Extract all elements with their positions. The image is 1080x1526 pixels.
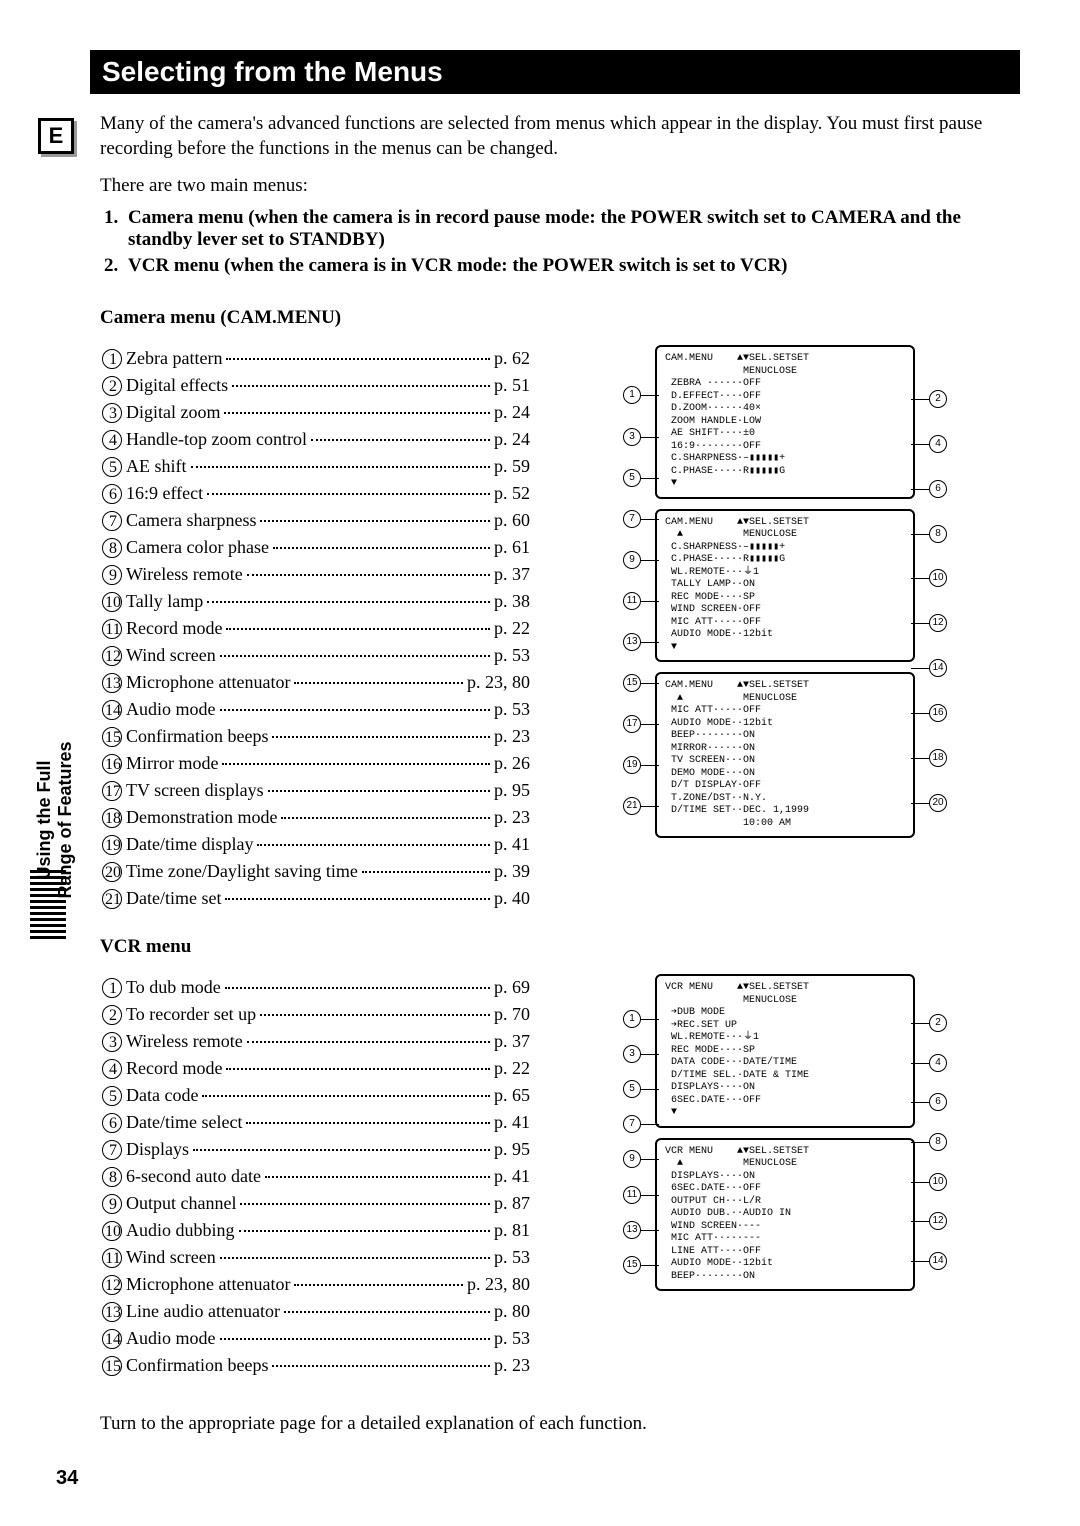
index-row: 20Time zone/Daylight saving timep. 39 bbox=[100, 858, 530, 885]
page-number: 34 bbox=[56, 1467, 78, 1490]
index-row: 1Zebra patternp. 62 bbox=[100, 345, 530, 372]
camera-diagrams: CAM.MENU ▲▼SEL.SETSET MENUCLOSE ZEBRA ··… bbox=[550, 345, 1020, 838]
index-row: 10Audio dubbingp. 81 bbox=[100, 1217, 530, 1244]
index-row: 5Data codep. 65 bbox=[100, 1082, 530, 1109]
index-row: 15Confirmation beepsp. 23 bbox=[100, 723, 530, 750]
index-row: 14Audio modep. 53 bbox=[100, 696, 530, 723]
index-row: 21Date/time setp. 40 bbox=[100, 885, 530, 912]
lcd-screen: VCR MENU ▲▼SEL.SETSET ▲ MENUCLOSE DISPLA… bbox=[655, 1138, 915, 1292]
index-row: 12Microphone attenuatorp. 23, 80 bbox=[100, 1271, 530, 1298]
sidebar-title: Using the FullRange of Features bbox=[34, 720, 76, 920]
language-tab: E bbox=[38, 118, 74, 154]
index-row: 16Mirror modep. 26 bbox=[100, 750, 530, 777]
index-row: 616:9 effectp. 52 bbox=[100, 480, 530, 507]
main-menu-list: 1.Camera menu (when the camera is in rec… bbox=[100, 207, 1020, 277]
index-row: 3Wireless remotep. 37 bbox=[100, 1028, 530, 1055]
lcd-screen: CAM.MENU ▲▼SEL.SETSET ▲ MENUCLOSE MIC AT… bbox=[655, 672, 915, 838]
index-row: 17TV screen displaysp. 95 bbox=[100, 777, 530, 804]
index-row: 12Wind screenp. 53 bbox=[100, 642, 530, 669]
index-row: 5AE shiftp. 59 bbox=[100, 453, 530, 480]
index-row: 18Demonstration modep. 23 bbox=[100, 804, 530, 831]
index-row: 14Audio modep. 53 bbox=[100, 1325, 530, 1352]
vcr-menu-heading: VCR menu bbox=[100, 936, 1020, 958]
index-row: 4Handle-top zoom controlp. 24 bbox=[100, 426, 530, 453]
camera-menu-heading: Camera menu (CAM.MENU) bbox=[100, 307, 1020, 329]
bottom-note: Turn to the appropriate page for a detai… bbox=[100, 1413, 1020, 1435]
index-row: 19Date/time displayp. 41 bbox=[100, 831, 530, 858]
index-row: 11Wind screenp. 53 bbox=[100, 1244, 530, 1271]
two-main-text: There are two main menus: bbox=[100, 175, 1020, 197]
lcd-screen: VCR MENU ▲▼SEL.SETSET MENUCLOSE ➔DUB MOD… bbox=[655, 974, 915, 1128]
index-row: 2To recorder set upp. 70 bbox=[100, 1001, 530, 1028]
intro-text: Many of the camera's advanced functions … bbox=[100, 112, 1020, 161]
index-row: 86-second auto datep. 41 bbox=[100, 1163, 530, 1190]
vcr-index: 1To dub modep. 692To recorder set upp. 7… bbox=[100, 974, 530, 1379]
index-row: 7Camera sharpnessp. 60 bbox=[100, 507, 530, 534]
page-title: Selecting from the Menus bbox=[90, 50, 1020, 94]
index-row: 10Tally lampp. 38 bbox=[100, 588, 530, 615]
lcd-screen: CAM.MENU ▲▼SEL.SETSET MENUCLOSE ZEBRA ··… bbox=[655, 345, 915, 499]
index-row: 13Line audio attenuatorp. 80 bbox=[100, 1298, 530, 1325]
camera-index: 1Zebra patternp. 622Digital effectsp. 51… bbox=[100, 345, 530, 912]
index-row: 9Output channelp. 87 bbox=[100, 1190, 530, 1217]
index-row: 11Record modep. 22 bbox=[100, 615, 530, 642]
index-row: 4Record modep. 22 bbox=[100, 1055, 530, 1082]
vcr-diagrams: VCR MENU ▲▼SEL.SETSET MENUCLOSE ➔DUB MOD… bbox=[550, 974, 1020, 1291]
index-row: 1To dub modep. 69 bbox=[100, 974, 530, 1001]
index-row: 13Microphone attenuatorp. 23, 80 bbox=[100, 669, 530, 696]
index-row: 3Digital zoomp. 24 bbox=[100, 399, 530, 426]
index-row: 9Wireless remotep. 37 bbox=[100, 561, 530, 588]
index-row: 2Digital effectsp. 51 bbox=[100, 372, 530, 399]
lcd-screen: CAM.MENU ▲▼SEL.SETSET ▲ MENUCLOSE C.SHAR… bbox=[655, 509, 915, 663]
index-row: 6Date/time selectp. 41 bbox=[100, 1109, 530, 1136]
index-row: 7Displaysp. 95 bbox=[100, 1136, 530, 1163]
index-row: 15Confirmation beepsp. 23 bbox=[100, 1352, 530, 1379]
index-row: 8Camera color phasep. 61 bbox=[100, 534, 530, 561]
